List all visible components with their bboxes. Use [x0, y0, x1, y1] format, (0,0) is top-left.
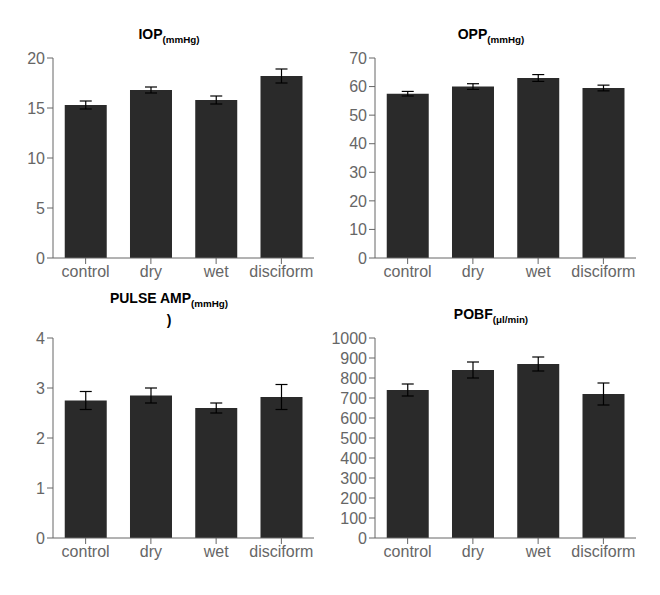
svg-text:0: 0 — [36, 250, 45, 267]
svg-text:dry: dry — [140, 263, 162, 280]
svg-text:500: 500 — [340, 430, 367, 447]
svg-text:60: 60 — [349, 78, 367, 95]
svg-text:4: 4 — [36, 330, 45, 347]
svg-text:20: 20 — [349, 193, 367, 210]
svg-text:5: 5 — [36, 200, 45, 217]
svg-text:800: 800 — [340, 370, 367, 387]
svg-text:100: 100 — [340, 510, 367, 527]
svg-text:900: 900 — [340, 350, 367, 367]
svg-text:dry: dry — [140, 543, 162, 560]
svg-text:20: 20 — [27, 50, 45, 67]
svg-text:600: 600 — [340, 410, 367, 427]
svg-text:disciform: disciform — [571, 543, 635, 560]
svg-text:200: 200 — [340, 490, 367, 507]
svg-text:disciform: disciform — [249, 263, 313, 280]
svg-text:dry: dry — [462, 543, 484, 560]
svg-text:30: 30 — [349, 164, 367, 181]
html-text:PULSE AMP(mmHg): PULSE AMP(mmHg) — [109, 290, 229, 309]
svg-text:1: 1 — [36, 480, 45, 497]
svg-text:70: 70 — [349, 50, 367, 67]
svg-text:300: 300 — [340, 470, 367, 487]
svg-text:control: control — [384, 263, 432, 280]
svg-text:disciform: disciform — [571, 263, 635, 280]
html-text:OPP(mmHg): OPP(mmHg) — [457, 26, 525, 45]
svg-text:wet: wet — [203, 263, 229, 280]
svg-text:3: 3 — [36, 380, 45, 397]
svg-text:1000: 1000 — [331, 330, 367, 347]
svg-text:10: 10 — [349, 221, 367, 238]
svg-text:wet: wet — [525, 543, 551, 560]
svg-text:disciform: disciform — [249, 543, 313, 560]
svg-text:dry: dry — [462, 263, 484, 280]
svg-text:2: 2 — [36, 430, 45, 447]
svg-text:0: 0 — [358, 530, 367, 547]
svg-text:15: 15 — [27, 100, 45, 117]
svg-text:wet: wet — [525, 263, 551, 280]
svg-text:50: 50 — [349, 107, 367, 124]
svg-text:0: 0 — [36, 530, 45, 547]
svg-text:control: control — [62, 263, 110, 280]
svg-text:control: control — [62, 543, 110, 560]
svg-text:10: 10 — [27, 150, 45, 167]
html-text:POBF(μl/min): POBF(μl/min) — [453, 306, 529, 325]
html-text:IOP(mmHg): IOP(mmHg) — [138, 26, 200, 45]
svg-text:40: 40 — [349, 135, 367, 152]
svg-text:700: 700 — [340, 390, 367, 407]
svg-text:wet: wet — [203, 543, 229, 560]
svg-text:400: 400 — [340, 450, 367, 467]
svg-text:0: 0 — [358, 250, 367, 267]
svg-text:control: control — [384, 543, 432, 560]
